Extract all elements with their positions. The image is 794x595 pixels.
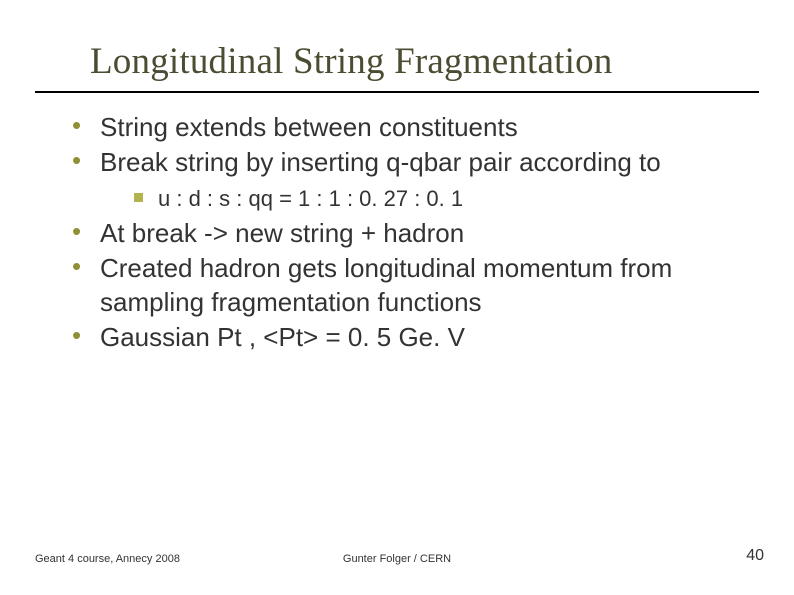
bullet-item: At break -> new string + hadron [72,217,734,250]
bullet-item: Created hadron gets longitudinal momentu… [72,252,734,319]
bullet-item: Gaussian Pt , <Pt> = 0. 5 Ge. V [72,321,734,354]
bullet-text: String extends between constituents [100,112,518,142]
bullet-item: String extends between constituents [72,111,734,144]
footer-center: Gunter Folger / CERN [0,553,794,565]
bullet-text: Created hadron gets longitudinal momentu… [100,253,672,316]
slide-title: Longitudinal String Fragmentation [35,0,759,93]
sub-bullet-item: u : d : s : qq = 1 : 1 : 0. 27 : 0. 1 [134,184,734,214]
sub-bullet-list: u : d : s : qq = 1 : 1 : 0. 27 : 0. 1 [100,184,734,214]
bullet-text: Break string by inserting q-qbar pair ac… [100,147,661,177]
slide-body: String extends between constituents Brea… [0,93,794,354]
bullet-text: At break -> new string + hadron [100,218,464,248]
bullet-item: Break string by inserting q-qbar pair ac… [72,146,734,213]
slide: Longitudinal String Fragmentation String… [0,0,794,595]
bullet-text: Gaussian Pt , <Pt> = 0. 5 Ge. V [100,322,465,352]
sub-bullet-text: u : d : s : qq = 1 : 1 : 0. 27 : 0. 1 [158,186,463,211]
footer-page-number: 40 [746,547,764,565]
bullet-list: String extends between constituents Brea… [72,111,734,354]
